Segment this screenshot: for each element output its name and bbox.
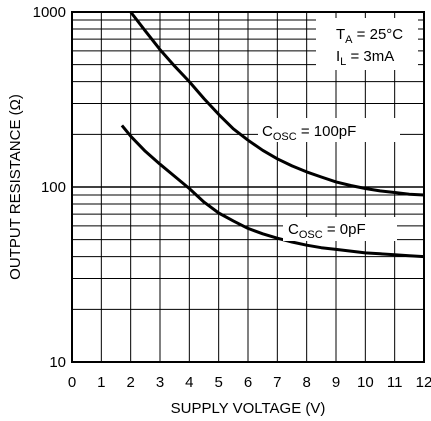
- x-tick-labels: 0 1 2 3 4 5 6 7 8 9 10 11 12: [68, 374, 431, 391]
- curve-cosc-0pf: [120, 124, 425, 259]
- y-tick-label: 10: [49, 354, 66, 371]
- condition-ta: TA = 25°C: [336, 26, 403, 46]
- x-tick-label: 11: [387, 374, 403, 391]
- x-tick-label: 4: [185, 374, 193, 391]
- x-tick-label: 0: [68, 374, 76, 391]
- x-tick-label: 10: [357, 374, 374, 391]
- x-tick-label: 12: [416, 374, 431, 391]
- y-axis-title: OUTPUT RESISTANCE (Ω): [7, 94, 24, 280]
- y-tick-label: 1000: [33, 4, 66, 21]
- x-axis-title: SUPPLY VOLTAGE (V): [171, 400, 326, 417]
- x-tick-label: 5: [214, 374, 222, 391]
- series-label-cosc-0pf: COSC = 0pF: [288, 221, 366, 241]
- series-labels: COSC = 100pF COSC = 0pF: [258, 118, 400, 241]
- plot-frame: [71, 11, 425, 363]
- condition-il: IL = 3mA: [336, 48, 394, 68]
- curve-cosc-100pf: [129, 11, 425, 197]
- y-tick-labels: 10 100 1000: [33, 4, 66, 371]
- curves: [120, 11, 425, 259]
- x-tick-label: 2: [126, 374, 134, 391]
- y-tick-label: 100: [41, 179, 66, 196]
- x-tick-label: 6: [244, 374, 252, 391]
- x-tick-label: 9: [332, 374, 340, 391]
- series-label-cosc-100pf: COSC = 100pF: [262, 123, 356, 143]
- conditions-legend: TA = 25°C IL = 3mA: [316, 18, 418, 70]
- x-tick-label: 1: [97, 374, 105, 391]
- x-tick-label: 3: [156, 374, 164, 391]
- x-tick-label: 7: [273, 374, 281, 391]
- x-tick-label: 8: [302, 374, 310, 391]
